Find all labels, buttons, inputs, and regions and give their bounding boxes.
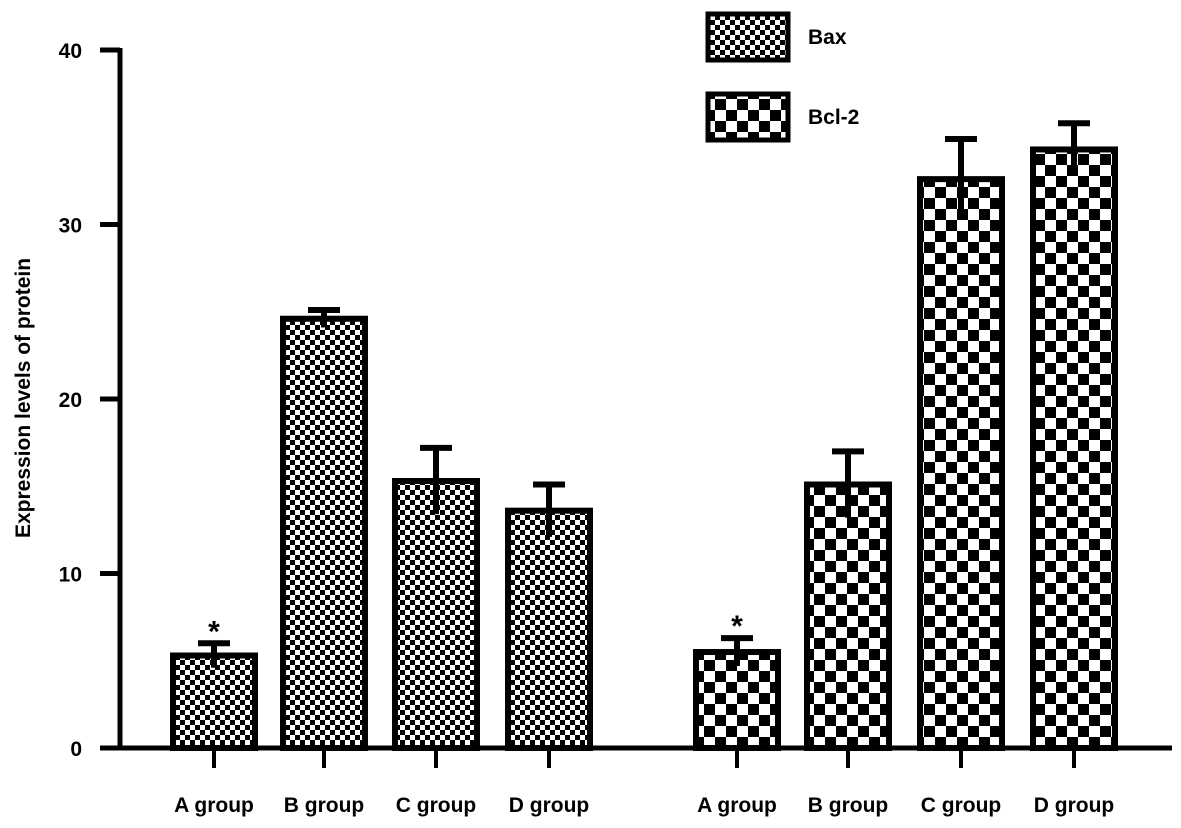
x-ticks: A group B group C group D group A group B gro… (174, 748, 1114, 817)
legend-label-bcl2: Bcl-2 (808, 106, 859, 129)
legend-item-bcl2: Bcl-2 (705, 91, 859, 143)
y-tick-label: 30 (59, 215, 82, 238)
y-tick-label: 0 (70, 738, 82, 761)
y-tick-label: 40 (59, 40, 82, 63)
legend: Bax Bcl-2 (705, 11, 859, 143)
y-axis-label: Expression levels of protein (12, 258, 35, 538)
bar-bcl2-c-group (917, 176, 1005, 751)
significance-marker: * (208, 615, 220, 648)
legend-swatch-bcl2 (705, 91, 791, 143)
x-tick-label: C group (921, 794, 1001, 817)
bar-bax-d-group (505, 507, 593, 751)
bars: * * (170, 120, 1118, 752)
legend-label-bax: Bax (808, 26, 847, 49)
bar-bax-b-group (280, 315, 368, 751)
legend-swatch-bax (705, 11, 791, 63)
bar-bcl2-b-group (804, 481, 892, 751)
significance-marker: * (731, 610, 743, 643)
bar-bcl2-a-group (693, 649, 781, 752)
bar-bcl2-d-group (1030, 146, 1118, 751)
bar-bax-a-group (170, 652, 258, 752)
x-tick-label: A group (174, 794, 254, 817)
legend-item-bax: Bax (705, 11, 847, 63)
x-tick-label: A group (697, 794, 777, 817)
x-tick-label: D group (509, 794, 589, 817)
x-tick-label: C group (396, 794, 476, 817)
x-tick-label: B group (284, 794, 364, 817)
bar-bax-c-group (392, 478, 480, 751)
y-tick-label: 20 (59, 389, 82, 412)
y-tick-label: 10 (59, 564, 82, 587)
x-tick-label: D group (1034, 794, 1114, 817)
y-ticks: 0 10 20 30 40 (59, 40, 120, 761)
x-tick-label: B group (808, 794, 888, 817)
